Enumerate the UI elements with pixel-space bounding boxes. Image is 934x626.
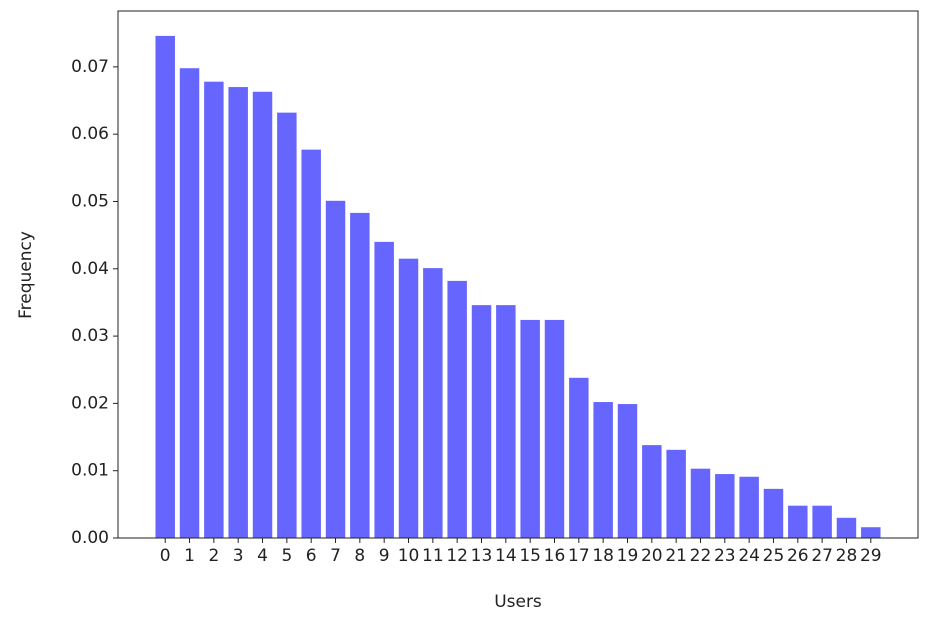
bar (252, 91, 273, 538)
bar (617, 404, 638, 538)
y-tick-label: 0.02 (71, 393, 109, 413)
x-tick-label: 24 (738, 546, 760, 566)
x-tick-label: 21 (665, 546, 687, 566)
bar (496, 305, 516, 538)
bar (325, 200, 346, 538)
bar (374, 241, 394, 538)
bar (398, 258, 419, 538)
x-tick-label: 17 (568, 546, 590, 566)
bar (204, 81, 224, 538)
y-tick-label: 0.07 (71, 57, 109, 77)
x-tick-label: 11 (422, 546, 444, 566)
bar (666, 449, 686, 538)
x-tick-label: 20 (641, 546, 663, 566)
x-tick-label: 7 (330, 546, 341, 566)
bar (301, 149, 321, 538)
x-tick-label: 6 (306, 546, 317, 566)
x-tick-label: 4 (257, 546, 268, 566)
x-tick-label: 5 (281, 546, 292, 566)
bar (520, 319, 540, 538)
y-tick-label: 0.03 (71, 326, 109, 346)
x-tick-label: 18 (592, 546, 614, 566)
bar (423, 268, 443, 538)
x-tick-label: 14 (495, 546, 517, 566)
bar (593, 402, 613, 538)
x-tick-label: 0 (160, 546, 171, 566)
bar (642, 445, 662, 538)
x-tick-label: 1 (184, 546, 195, 566)
x-tick-label: 25 (763, 546, 785, 566)
x-tick-label: 9 (379, 546, 390, 566)
bar (155, 35, 175, 538)
y-tick-label: 0.01 (71, 461, 109, 481)
x-tick-label: 13 (471, 546, 493, 566)
bar (715, 474, 735, 538)
bar (228, 87, 248, 538)
bar (836, 517, 857, 538)
x-tick-label: 16 (544, 546, 566, 566)
bar (179, 68, 200, 539)
x-tick-label: 15 (519, 546, 541, 566)
bar (350, 212, 370, 538)
x-tick-label: 12 (446, 546, 468, 566)
x-tick-label: 23 (714, 546, 736, 566)
x-tick-label: 27 (811, 546, 833, 566)
bar (569, 377, 589, 538)
x-tick-label: 26 (787, 546, 809, 566)
y-axis-label: Frequency (16, 231, 36, 319)
bar (812, 505, 832, 538)
bar (690, 468, 711, 538)
x-tick-label: 3 (233, 546, 244, 566)
bar (471, 305, 492, 538)
x-axis-label: Users (494, 592, 542, 612)
x-tick-label: 29 (860, 546, 882, 566)
bar (447, 280, 467, 538)
plot-frame (117, 10, 919, 539)
x-tick-label: 2 (208, 546, 219, 566)
bar (861, 527, 881, 538)
bar (788, 505, 808, 538)
x-tick-label: 10 (398, 546, 420, 566)
x-tick-label: 8 (354, 546, 365, 566)
bar (763, 488, 784, 538)
x-tick-label: 19 (617, 546, 639, 566)
y-tick-label: 0.04 (71, 259, 109, 279)
bar (739, 476, 759, 538)
y-tick-label: 0.05 (71, 191, 109, 211)
bar (277, 112, 297, 538)
y-tick-label: 0.06 (71, 124, 109, 144)
bar (544, 319, 565, 538)
x-tick-label: 28 (836, 546, 858, 566)
y-tick-label: 0.00 (71, 528, 109, 548)
x-tick-label: 22 (690, 546, 712, 566)
